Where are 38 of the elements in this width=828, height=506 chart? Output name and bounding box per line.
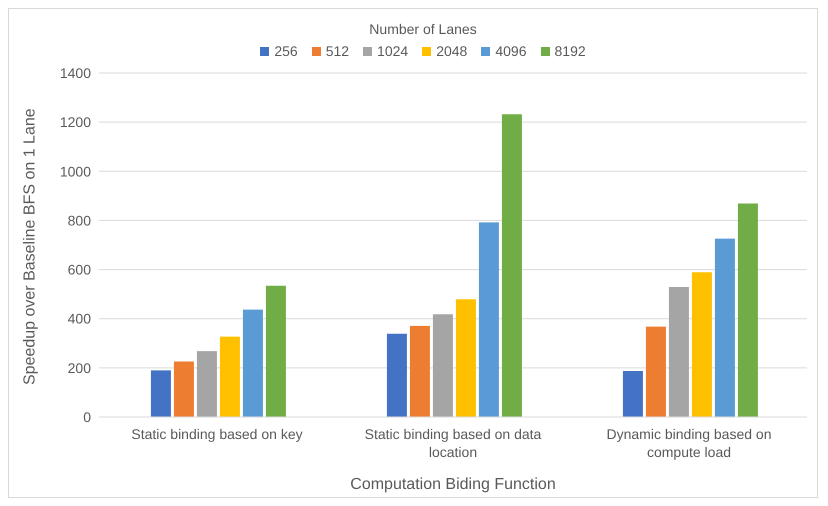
legend-label: 8192 [554,43,586,59]
y-tick-label: 200 [68,360,92,376]
bar [738,203,758,417]
bar [174,361,194,417]
bar [646,326,666,417]
bar [478,222,499,417]
y-tick-label: 1000 [60,163,92,180]
bar [432,314,453,417]
bar [622,371,643,417]
y-tick-label: 1200 [60,114,92,130]
bar [150,370,171,417]
y-tick-label: 1400 [60,64,92,81]
y-tick-label: 400 [68,310,92,327]
legend-label: 4096 [494,43,527,59]
bar [456,299,476,417]
bar [242,310,263,417]
y-tick-label: 0 [83,408,92,425]
x-axis-title: Computation Biding Function [350,476,556,493]
legend-label: 2048 [435,43,468,59]
x-tick-label: Dynamic binding based on compute load [606,426,772,460]
legend-title: Number of Lanes [368,21,478,37]
bar [196,351,217,417]
legend-label: 256 [273,43,298,59]
bar [668,287,689,417]
bar [692,272,712,417]
y-axis-title: Speedup over Baseline BFS on 1 Lane [22,108,39,385]
legend-label: 1024 [376,43,408,59]
legend-label: 512 [324,43,350,59]
bar [502,114,522,417]
bar [220,336,240,417]
bar [266,286,286,417]
bar [714,238,735,417]
y-tick-label: 800 [68,212,92,228]
x-tick-label: Static binding based on data location [364,426,542,460]
bar [386,334,407,417]
bar [410,326,430,417]
y-tick-label: 600 [68,262,92,278]
x-tick-label: Static binding based on key [131,426,303,442]
